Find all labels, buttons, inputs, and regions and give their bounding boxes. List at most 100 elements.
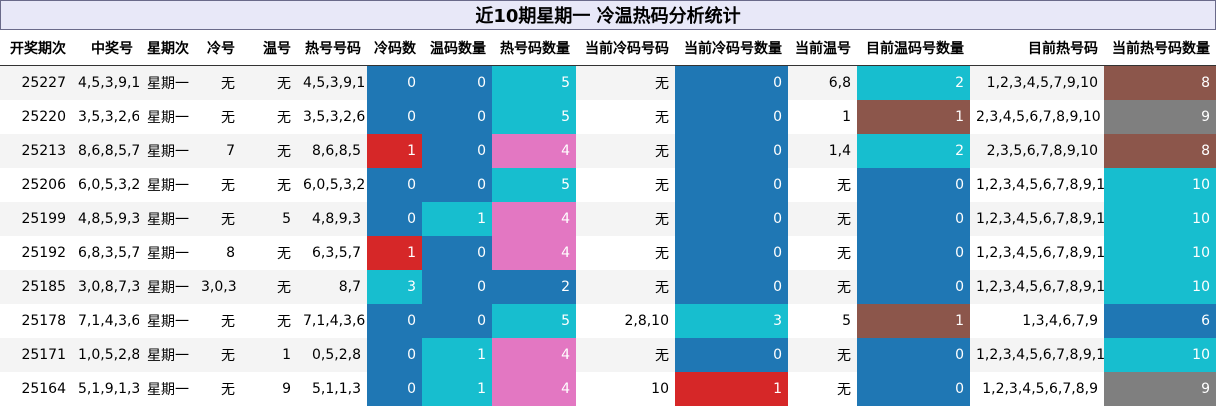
cell-cold-count: 0 <box>367 100 422 134</box>
cell-cold-count: 0 <box>367 202 422 236</box>
cell-cur-hot: 1,2,3,4,5,6,7,8,9,10 <box>970 338 1104 372</box>
header-cold-count: 冷码数 <box>367 30 422 66</box>
cell-cur-warm-count: 0 <box>857 372 970 406</box>
cell-cur-hot-count: 10 <box>1104 202 1216 236</box>
cell-cur-warm: 1 <box>788 100 857 134</box>
header-cur-warm-count: 目前温码号数量 <box>857 30 970 66</box>
table-body: 25227 4,5,3,9,1 星期一无无 4,5,3,9,1 0 0 5 无 0 6,8 2 1,2… <box>0 65 1216 406</box>
cell-cur-warm: 无 <box>788 372 857 406</box>
cell-weekday: 星期一 <box>139 270 195 304</box>
cell-hot: 7,1,4,3,6 <box>297 304 367 338</box>
cell-warm: 无 <box>241 168 297 202</box>
cell-cur-hot-count: 10 <box>1104 168 1216 202</box>
cell-cur-hot-count: 8 <box>1104 134 1216 168</box>
cell-warm-count: 0 <box>422 304 492 338</box>
cell-hot-count: 5 <box>492 100 576 134</box>
cell-cur-warm-count: 0 <box>857 270 970 304</box>
cell-cur-warm: 无 <box>788 338 857 372</box>
cell-hot-count: 2 <box>492 270 576 304</box>
cell-cur-hot: 1,2,3,4,5,6,7,8,9,10 <box>970 270 1104 304</box>
cell-cold: 无 <box>195 338 241 372</box>
header-warm-count: 温码数量 <box>422 30 492 66</box>
cell-cur-warm-count: 1 <box>857 304 970 338</box>
cell-cur-cold: 无 <box>576 168 675 202</box>
cell-cur-hot-count: 10 <box>1104 236 1216 270</box>
cell-cur-warm-count: 0 <box>857 168 970 202</box>
cell-cold-count: 0 <box>367 338 422 372</box>
cell-cur-warm: 6,8 <box>788 65 857 100</box>
cell-warm: 1 <box>241 338 297 372</box>
cell-cur-warm-count: 1 <box>857 100 970 134</box>
cell-weekday: 星期一 <box>139 236 195 270</box>
cell-cur-warm: 5 <box>788 304 857 338</box>
cell-cur-cold: 无 <box>576 202 675 236</box>
cell-winning-number: 6,8,3,5,7 <box>72 236 139 270</box>
cell-cold-count: 0 <box>367 168 422 202</box>
cell-warm: 无 <box>241 134 297 168</box>
cell-cold-count: 0 <box>367 304 422 338</box>
cell-cur-cold: 无 <box>576 270 675 304</box>
cell-winning-number: 4,8,5,9,3 <box>72 202 139 236</box>
cell-warm: 无 <box>241 100 297 134</box>
cell-cold-count: 1 <box>367 134 422 168</box>
table-row: 25185 3,0,8,7,3 星期一 3,0,3 无 8,7 3 0 2 无 0 无 0 1,2,3,4… <box>0 270 1216 304</box>
cell-warm-count: 0 <box>422 168 492 202</box>
cell-cur-cold-count: 0 <box>675 236 788 270</box>
cell-warm: 无 <box>241 304 297 338</box>
cell-cur-warm: 无 <box>788 202 857 236</box>
cell-winning-number: 6,0,5,3,2 <box>72 168 139 202</box>
cell-winning-number: 5,1,9,1,3 <box>72 372 139 406</box>
cell-winning-number: 1,0,5,2,8 <box>72 338 139 372</box>
cell-cold: 无 <box>195 168 241 202</box>
cold-warm-hot-table: 开奖期次 中奖号 星期次 冷号 温号 热号号码 冷码数 温码数量 热号码数量 当前冷码号码 当前冷码… <box>0 30 1216 406</box>
header-warm: 温号 <box>241 30 297 66</box>
cell-hot-count: 4 <box>492 202 576 236</box>
header-weekday: 星期次 <box>139 30 195 66</box>
cell-issue: 25171 <box>0 338 72 372</box>
table-title: 近10期星期一 冷温热码分析统计 <box>0 0 1216 30</box>
cell-hot: 4,5,3,9,1 <box>297 65 367 100</box>
cell-winning-number: 8,6,8,5,7 <box>72 134 139 168</box>
header-cur-cold-count: 当前冷码号数量 <box>675 30 788 66</box>
cell-hot-count: 4 <box>492 236 576 270</box>
cell-warm: 无 <box>241 236 297 270</box>
header-hot-count: 热号码数量 <box>492 30 576 66</box>
cell-warm-count: 0 <box>422 65 492 100</box>
cell-issue: 25185 <box>0 270 72 304</box>
cell-cur-cold-count: 1 <box>675 372 788 406</box>
table-row: 25199 4,8,5,9,3 星期一无 5 4,8,9,3 0 1 4 无 0 无 0 1,2,3,4… <box>0 202 1216 236</box>
table-row: 25220 3,5,3,2,6 星期一无无 3,5,3,2,6 0 0 5 无 0 1 1 2,3,4… <box>0 100 1216 134</box>
cell-hot: 6,3,5,7 <box>297 236 367 270</box>
cell-cold: 无 <box>195 100 241 134</box>
cell-hot: 5,1,1,3 <box>297 372 367 406</box>
cell-cur-hot: 1,2,3,4,5,6,7,8,9,10 <box>970 168 1104 202</box>
cell-weekday: 星期一 <box>139 304 195 338</box>
cell-cur-hot: 2,3,4,5,6,7,8,9,10 <box>970 100 1104 134</box>
cell-cur-cold: 无 <box>576 100 675 134</box>
cell-hot: 6,0,5,3,2 <box>297 168 367 202</box>
cell-cold: 3,0,3 <box>195 270 241 304</box>
cell-issue: 25213 <box>0 134 72 168</box>
cell-weekday: 星期一 <box>139 372 195 406</box>
cell-cold: 无 <box>195 304 241 338</box>
cell-warm-count: 1 <box>422 372 492 406</box>
header-cold: 冷号 <box>195 30 241 66</box>
cell-cur-warm: 1,4 <box>788 134 857 168</box>
cell-cur-cold: 无 <box>576 134 675 168</box>
cell-cur-cold: 10 <box>576 372 675 406</box>
cell-weekday: 星期一 <box>139 100 195 134</box>
cell-issue: 25178 <box>0 304 72 338</box>
cell-winning-number: 3,5,3,2,6 <box>72 100 139 134</box>
cell-weekday: 星期一 <box>139 338 195 372</box>
cell-warm-count: 0 <box>422 270 492 304</box>
cell-hot: 8,6,8,5 <box>297 134 367 168</box>
cell-cur-warm-count: 2 <box>857 134 970 168</box>
cell-cur-hot-count: 8 <box>1104 65 1216 100</box>
cell-weekday: 星期一 <box>139 168 195 202</box>
cell-warm-count: 0 <box>422 100 492 134</box>
cell-hot-count: 5 <box>492 168 576 202</box>
cell-cur-hot-count: 6 <box>1104 304 1216 338</box>
table-row: 25213 8,6,8,5,7 星期一 7 无 8,6,8,5 1 0 4 无 0 1,4 2 2,3,5… <box>0 134 1216 168</box>
cell-cur-warm-count: 0 <box>857 202 970 236</box>
table-row: 25171 1,0,5,2,8 星期一无 1 0,5,2,8 0 1 4 无 0 无 0 1,2,3,4… <box>0 338 1216 372</box>
